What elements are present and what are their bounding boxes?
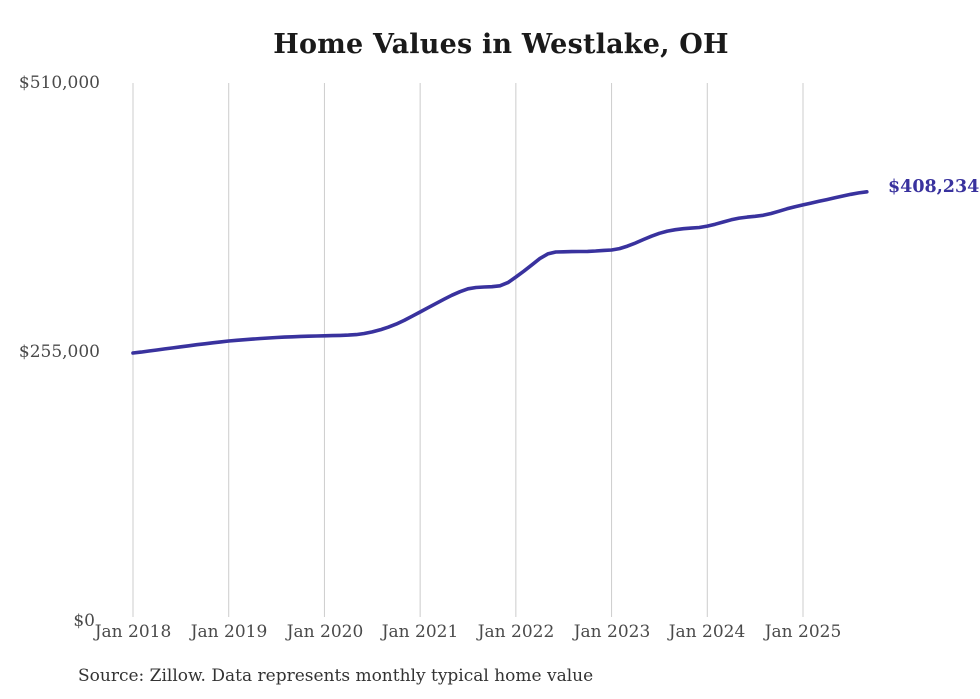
x-tick-label-jan-2022: Jan 2022	[477, 622, 555, 642]
source-note: Source: Zillow. Data represents monthly …	[78, 666, 594, 686]
x-tick-label-jan-2021: Jan 2021	[381, 622, 459, 642]
latest-value-label: $408,234	[888, 177, 980, 197]
x-tick-label-jan-2025: Jan 2025	[764, 622, 842, 642]
x-tick-label-jan-2024: Jan 2024	[668, 622, 746, 642]
y-tick-label-255000: $255,000	[18, 342, 100, 362]
y-axis: $510,000 $255,000 $0	[0, 0, 100, 699]
chart-title: Home Values in Westlake, OH	[273, 29, 729, 60]
vertical-gridlines	[132, 83, 804, 617]
x-tick-label-jan-2018: Jan 2018	[94, 622, 172, 642]
x-tick-label-jan-2019: Jan 2019	[190, 622, 268, 642]
home-value-line-series	[131, 190, 869, 355]
x-tick-label-jan-2023: Jan 2023	[573, 622, 651, 642]
y-tick-label-0: $0	[73, 611, 95, 631]
y-tick-label-510000: $510,000	[18, 73, 100, 93]
x-tick-label-jan-2020: Jan 2020	[286, 622, 364, 642]
